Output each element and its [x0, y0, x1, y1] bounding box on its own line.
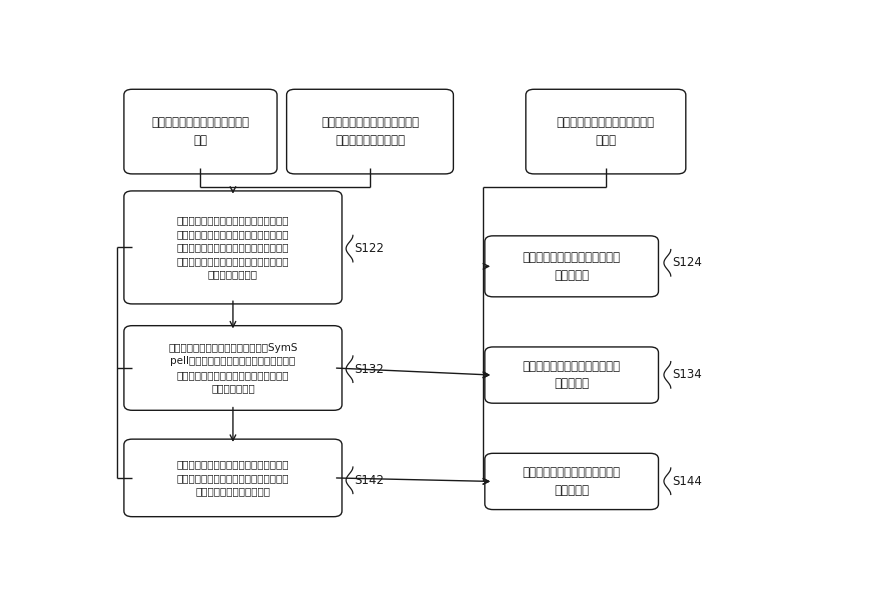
Text: 采用第二预设值记为问题答案对
的第二得分: 采用第二预设值记为问题答案对 的第二得分: [523, 360, 621, 391]
Text: 当一个问题答案对问题答案文本
对和问题答案图像对时: 当一个问题答案对问题答案文本 对和问题答案图像对时: [321, 116, 419, 147]
FancyBboxPatch shape: [123, 439, 342, 516]
FancyBboxPatch shape: [485, 453, 659, 510]
Text: S122: S122: [355, 242, 385, 255]
Text: 当一个问题答案对为问题答案图
像对时: 当一个问题答案对为问题答案图 像对时: [557, 116, 654, 147]
FancyBboxPatch shape: [123, 89, 277, 174]
Text: 采用预设长度来对答案文本的长度进行分
段，根据分段结果对答案文本进行评分，
得到问题答案对的第三得分: 采用预设长度来对答案文本的长度进行分 段，根据分段结果对答案文本进行评分， 得到…: [176, 459, 289, 497]
FancyBboxPatch shape: [485, 347, 659, 403]
Text: S132: S132: [355, 363, 384, 376]
FancyBboxPatch shape: [287, 89, 453, 174]
Text: S144: S144: [672, 475, 702, 488]
Text: S134: S134: [672, 368, 702, 381]
Text: S142: S142: [355, 474, 385, 487]
Text: S124: S124: [672, 256, 702, 270]
FancyBboxPatch shape: [485, 236, 659, 297]
FancyBboxPatch shape: [123, 191, 342, 304]
FancyBboxPatch shape: [123, 325, 342, 410]
Text: 当一个问题答案对为问题答案文
本对: 当一个问题答案对为问题答案文 本对: [152, 116, 250, 147]
FancyBboxPatch shape: [526, 89, 686, 174]
Text: 采用第三预设值作为问题答案对
的第三得分: 采用第三预设值作为问题答案对 的第三得分: [523, 466, 621, 497]
Text: 将问题答案文本对输入文本特征提取模型
得到问题文本的特征向量与答案文本的特
征向量，并将问题文本的特征向量与答案
文本的特征向量进行内积计算，得到问题
答案对的: 将问题答案文本对输入文本特征提取模型 得到问题文本的特征向量与答案文本的特 征向…: [176, 216, 289, 279]
Text: 采用第一预设值作为问题答案对
的第一得分: 采用第一预设值作为问题答案对 的第一得分: [523, 251, 621, 282]
Text: 将问题答案文本对中的答案文本采用SymS
pell方法检测错别字的个数，并计算出错别
字占比，根据错别字占比计算得到问题答
案对的第二得分: 将问题答案文本对中的答案文本采用SymS pell方法检测错别字的个数，并计算出…: [168, 343, 298, 394]
